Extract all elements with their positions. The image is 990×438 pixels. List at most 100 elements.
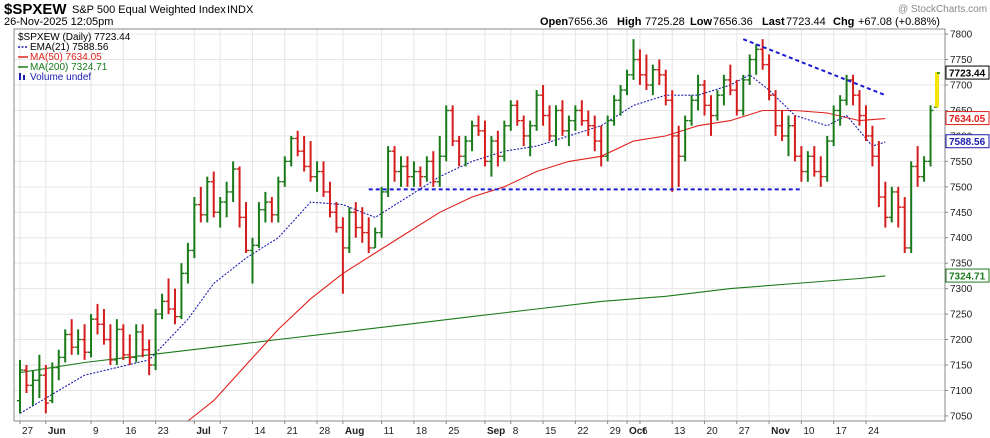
price-tags: 7723.44 7634.05 7588.56 7324.71 [945, 65, 990, 283]
price-bar [107, 324, 114, 365]
x-tick-label: Jun [48, 426, 66, 437]
price-bar [578, 100, 585, 126]
last-price-tag: 7723.44 [945, 65, 990, 80]
price-bar [139, 324, 146, 358]
ma50-tag-text: 7634.05 [949, 114, 986, 125]
price-bar [817, 156, 824, 187]
price-bar [133, 324, 140, 363]
price-bar [624, 69, 631, 96]
price-bar [410, 161, 417, 187]
x-tick-label: 27 [739, 426, 751, 437]
x-tick-label: 22 [577, 426, 589, 437]
y-tick-label: 7450 [950, 208, 973, 219]
price-bar [520, 115, 527, 147]
price-bar [365, 217, 372, 253]
price-bar [740, 74, 747, 116]
price-bar [921, 156, 928, 182]
price-bar [36, 354, 43, 399]
price-bar [469, 120, 476, 152]
price-bar [204, 176, 211, 223]
last-price-tag-box [945, 65, 990, 80]
legend-volume-swatch [19, 73, 21, 80]
price-bar [191, 197, 198, 259]
price-bar [159, 293, 166, 320]
y-tick-label: 7400 [950, 233, 973, 244]
price-bar [908, 161, 915, 253]
price-bar [288, 135, 295, 167]
y-axis: 7050 7100 7150 7200 7250 7300 7350 7400 7450 7500… [945, 30, 973, 422]
price-bar [320, 161, 327, 197]
price-bar [746, 54, 753, 85]
price-bar [352, 202, 359, 238]
price-bar [398, 156, 405, 187]
x-tick-label: 15 [545, 426, 557, 437]
price-bar [217, 197, 224, 228]
price-bar [146, 339, 153, 376]
price-bar [779, 110, 786, 141]
price-bar [230, 161, 237, 203]
price-bar [243, 202, 250, 253]
plot-border [13, 28, 946, 422]
price-bar [326, 181, 333, 218]
x-tick-label: 25 [448, 426, 460, 437]
ma50-tag-box [945, 111, 990, 126]
price-bar [301, 135, 308, 172]
price-bar [617, 85, 624, 116]
chart-date: 26-Nov-2025 12:05pm [4, 16, 113, 28]
legend: $SPXEW (Daily) 7723.44 EMA(21) 7588.56 M… [17, 32, 131, 83]
price-bar [281, 156, 288, 187]
price-bar [81, 324, 88, 360]
ema-tag: 7588.56 [945, 134, 990, 149]
x-tick-label: 9 [93, 426, 99, 437]
price-bar [850, 74, 857, 106]
price-bar [178, 263, 185, 320]
y-tick-label: 7750 [950, 55, 973, 66]
ema-tag-box [945, 134, 990, 149]
price-bar [249, 237, 256, 284]
price-bar [565, 115, 572, 147]
price-bar [275, 176, 282, 223]
price-bar [17, 359, 23, 414]
price-bar [346, 207, 353, 253]
price-bar [430, 151, 437, 187]
price-bar [888, 186, 895, 223]
x-tick-label: 13 [674, 426, 686, 437]
x-tick-label: 8 [513, 426, 519, 437]
price-bar [359, 207, 366, 243]
price-bar [333, 202, 340, 233]
legend-ma50: MA(50) 7634.05 [30, 52, 102, 63]
price-bar [856, 90, 863, 126]
price-bar [727, 64, 734, 96]
price-bar [481, 120, 488, 167]
title-band [0, 0, 990, 28]
price-bar [591, 115, 598, 152]
price-bar [372, 227, 379, 249]
moving-averages [19, 74, 886, 422]
price-bar [934, 72, 940, 108]
price-bar [23, 365, 30, 393]
price-bar [223, 181, 230, 218]
y-tick-label: 7150 [950, 361, 973, 372]
x-tick-label: 10 [803, 426, 815, 437]
y-tick-label: 7800 [950, 30, 973, 41]
price-bar [507, 100, 514, 131]
y-tick-label: 7050 [950, 411, 973, 422]
y-tick-label: 7500 [950, 182, 973, 193]
price-bar [733, 79, 740, 116]
price-bar [514, 100, 521, 126]
x-tick-label: Sep [487, 426, 505, 437]
x-tick-label: 14 [254, 426, 266, 437]
price-bar [165, 278, 172, 315]
ma200-tag: 7324.71 [945, 268, 990, 283]
price-bar [766, 54, 773, 101]
price-bar [307, 141, 314, 182]
x-tick-label: Jul [196, 426, 211, 437]
price-bar [417, 166, 424, 187]
x-tick-label: 27 [22, 426, 34, 437]
price-bar [533, 90, 540, 131]
x-tick-label: 18 [416, 426, 428, 437]
price-bar [604, 115, 611, 162]
price-bar [720, 74, 727, 106]
watermark: @ StockCharts.com [898, 4, 987, 15]
price-bar [753, 44, 760, 75]
